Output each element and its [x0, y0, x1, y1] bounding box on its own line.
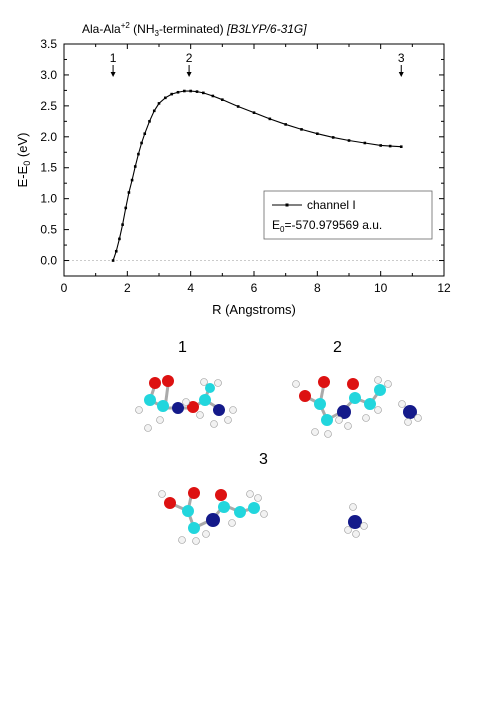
- data-point: [137, 152, 140, 156]
- molecule-label-3: 3: [259, 451, 268, 468]
- data-point: [130, 178, 134, 182]
- data-point: [202, 91, 205, 95]
- data-point: [121, 223, 124, 226]
- molecule-structure-3: [158, 487, 368, 545]
- data-point: [399, 145, 403, 148]
- position-arrow-head: [398, 72, 404, 77]
- data-point: [300, 128, 303, 131]
- molecule-label-1: 1: [178, 339, 187, 356]
- x-tick-label: 10: [374, 281, 388, 295]
- axis-ticks: 0 2 4 6 8 10 120.00.51.01.52.02.53.03.5: [40, 37, 451, 295]
- data-point: [183, 89, 186, 93]
- y-axis-label: E-E0 (eV): [15, 133, 32, 188]
- data-point: [118, 237, 121, 241]
- x-tick-label: 4: [187, 281, 194, 295]
- data-point: [114, 249, 118, 253]
- data-point: [111, 259, 115, 262]
- data-point: [236, 105, 240, 108]
- x-tick-label: 0: [61, 281, 68, 295]
- plot-frame: [63, 43, 445, 277]
- y-tick-label: 3.0: [40, 68, 57, 82]
- position-arrow-head: [186, 72, 192, 77]
- position-arrow-label: 3: [398, 51, 405, 65]
- position-arrow-label: 2: [186, 51, 193, 65]
- position-arrow-head: [110, 72, 116, 77]
- data-point: [143, 132, 147, 136]
- legend: channel I E0=-570.979569 a.u.: [263, 190, 433, 240]
- x-tick-label: 8: [314, 281, 321, 295]
- data-point: [140, 141, 143, 145]
- series-channel-1-points: [111, 89, 403, 262]
- chart-title: Ala-Ala+2 (NH3-terminated) [B3LYP/6-31G]: [82, 21, 307, 38]
- legend-marker-swatch: [285, 203, 289, 207]
- data-point: [124, 206, 128, 210]
- x-tick-label: 2: [124, 281, 131, 295]
- data-point: [221, 98, 224, 101]
- y-tick-label: 0.0: [40, 254, 57, 268]
- data-point: [176, 90, 180, 94]
- position-arrows: 1 2 3: [110, 51, 405, 77]
- y-tick-label: 2.0: [40, 130, 57, 144]
- molecule-structure-2: [292, 376, 422, 438]
- data-point: [170, 92, 173, 96]
- x-tick-label: 6: [251, 281, 258, 295]
- legend-e0-value: E0=-570.979569 a.u.: [272, 218, 382, 234]
- data-point: [148, 120, 151, 123]
- data-point: [157, 102, 161, 105]
- y-tick-label: 3.5: [40, 37, 57, 51]
- position-arrow-label: 1: [110, 51, 117, 65]
- data-point: [388, 144, 392, 148]
- x-tick-label: 12: [437, 281, 451, 295]
- y-tick-label: 0.5: [40, 223, 57, 237]
- data-point: [284, 123, 287, 126]
- molecule-label-2: 2: [333, 339, 342, 356]
- data-point: [347, 139, 351, 142]
- data-point: [133, 165, 137, 168]
- data-point: [211, 94, 215, 98]
- data-point: [331, 136, 335, 139]
- data-point: [363, 141, 367, 145]
- y-tick-label: 2.5: [40, 99, 57, 113]
- y-tick-label: 1.5: [40, 161, 57, 175]
- data-point: [379, 144, 382, 147]
- legend-box: [263, 190, 433, 240]
- data-point: [316, 132, 319, 136]
- data-point: [252, 111, 256, 114]
- y-tick-label: 1.0: [40, 192, 57, 206]
- data-point: [127, 191, 131, 194]
- data-point: [189, 89, 192, 93]
- data-point: [268, 117, 272, 121]
- molecule-structure-1: [135, 375, 237, 432]
- data-point: [164, 96, 167, 100]
- data-point: [195, 90, 199, 93]
- legend-series-name: channel I: [307, 198, 356, 212]
- data-point: [152, 109, 156, 113]
- x-axis-label: R (Angstroms): [212, 302, 296, 317]
